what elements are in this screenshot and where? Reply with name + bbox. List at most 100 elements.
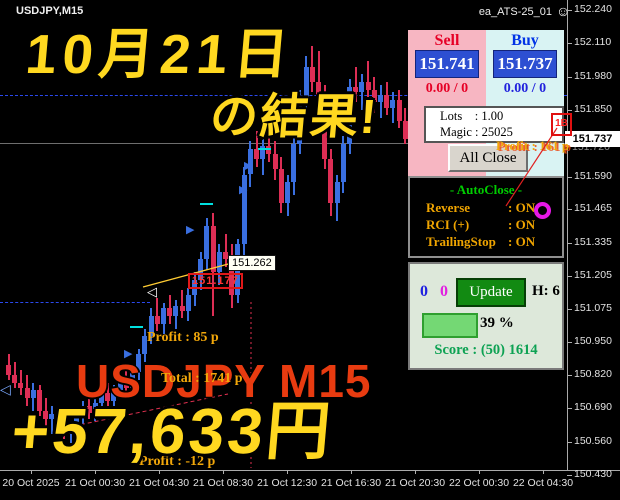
price-tick	[567, 341, 572, 343]
candle-body	[204, 225, 210, 260]
candle-body	[130, 372, 135, 388]
candle-body	[185, 295, 191, 311]
candle-body	[402, 120, 408, 139]
rci-label: RCI (+)	[426, 217, 470, 232]
candle-body	[154, 315, 160, 324]
candle-wick	[181, 290, 184, 319]
candle-body	[24, 387, 30, 399]
price-tick	[567, 276, 572, 277]
price-tick	[567, 408, 572, 410]
candle-body	[18, 382, 24, 388]
candle-body	[223, 251, 228, 260]
time-tick	[479, 470, 480, 474]
price-tick	[567, 375, 572, 376]
candle-body	[142, 336, 148, 355]
candle-body	[241, 174, 247, 244]
floating-profit-label: Profit : 161 p	[496, 138, 570, 153]
candle-body	[303, 66, 309, 98]
price-tick-label: 152.110	[574, 36, 612, 49]
time-tick-label: 21 Oct 00:30	[64, 477, 126, 489]
candle-body	[316, 82, 321, 95]
overlay-symbol-text: USDJPY M15	[76, 355, 372, 407]
price-tick	[567, 43, 572, 45]
candle-body	[266, 146, 272, 154]
price-tick-label: 151.465	[574, 202, 612, 215]
time-tick	[415, 470, 416, 474]
candle-body	[43, 410, 49, 419]
time-tick-label: 21 Oct 12:30	[256, 477, 318, 489]
support-dashed-line	[0, 302, 150, 303]
rci-indicator-ring-icon	[534, 202, 551, 219]
candle-wick	[360, 74, 363, 111]
price-tick-label: 151.335	[574, 235, 612, 248]
chart-symbol-title: USDJPY,M15	[16, 5, 84, 17]
autoclose-title: - AutoClose -	[449, 182, 523, 197]
candle-wick	[156, 297, 159, 332]
price-tick-label: 150.950	[574, 334, 612, 347]
progress-bar	[422, 313, 478, 338]
candle-body	[30, 390, 36, 399]
trailingstop-label: TrailingStop	[426, 234, 496, 249]
current-price-label: 151.737	[565, 131, 620, 147]
price-tick	[567, 209, 572, 211]
price-tick	[567, 309, 572, 311]
buy-price-button[interactable]: 151.737	[493, 50, 557, 78]
time-tick	[543, 470, 544, 474]
count-blue: 0	[420, 283, 428, 300]
buy-position-stat: 0.00 / 0	[503, 81, 547, 96]
price-tick-label: 150.690	[574, 401, 612, 414]
all-close-button[interactable]: All Close	[448, 144, 528, 172]
price-tick-label: 152.240	[574, 3, 612, 15]
candle-body	[80, 405, 86, 417]
sell-price-button[interactable]: 151.741	[415, 50, 479, 78]
tp-tick-marker	[200, 203, 213, 205]
time-tick-label: 20 Oct 2025	[2, 477, 60, 489]
candle-body	[86, 405, 92, 414]
candle-body	[390, 100, 396, 108]
candle-body	[353, 87, 359, 93]
candle-body	[161, 308, 166, 324]
candle-body	[297, 97, 303, 144]
candle-body	[309, 66, 315, 82]
candle-body	[291, 143, 297, 183]
price-tick-label: 150.430	[574, 468, 612, 481]
candle-body	[6, 364, 11, 375]
candle-body	[179, 305, 185, 311]
profit-label-mid: Profit : 85 p	[147, 330, 219, 345]
autoclose-row-reverse: Reverse: ON	[426, 200, 535, 216]
score-label: Score : (50) 1614	[434, 342, 538, 358]
price-level-line	[0, 143, 567, 144]
time-tick-label: 22 Oct 04:30	[512, 477, 574, 489]
price-tick	[567, 441, 572, 443]
candle-body	[111, 390, 117, 401]
trade-arrow-icon: ▶	[124, 348, 133, 360]
candle-wick	[224, 233, 227, 267]
chart-area: ◁ ▶ ◁ ▶ ▶ ▶ ▶ 151.262 151.177 Profit : 85 p Pr…	[0, 46, 567, 469]
candle-wick	[19, 369, 22, 396]
candle-body	[198, 259, 204, 280]
trade-arrow-icon: ◁	[0, 381, 11, 397]
candle-body	[340, 143, 346, 183]
candle-body	[55, 413, 61, 427]
trade-arrow-icon: ▶	[239, 184, 248, 196]
candle-body	[378, 94, 383, 103]
h-count-label: H: 6	[532, 283, 560, 299]
price-tick-label: 151.850	[574, 103, 612, 116]
ea-name-label: ea_ATS-25_01	[478, 6, 552, 18]
update-button[interactable]: Update	[456, 278, 526, 307]
time-axis-line	[0, 470, 620, 471]
order-flag-tag: 1B	[551, 113, 572, 136]
candle-body	[285, 182, 290, 203]
candle-body	[173, 305, 179, 316]
time-tick-label: 21 Oct 04:30	[128, 477, 190, 489]
ea-smiley-icon: ☺	[556, 3, 571, 19]
lots-line: Lots : 1.00	[440, 109, 504, 123]
time-tick	[351, 470, 352, 474]
sell-position-stat: 0.00 / 0	[425, 81, 469, 96]
candle-wick	[13, 362, 16, 388]
candle-body	[371, 89, 377, 103]
candle-body	[347, 87, 352, 144]
candle-wick	[354, 66, 357, 103]
autoclose-row-trailing: TrailingStop: ON	[426, 234, 535, 250]
